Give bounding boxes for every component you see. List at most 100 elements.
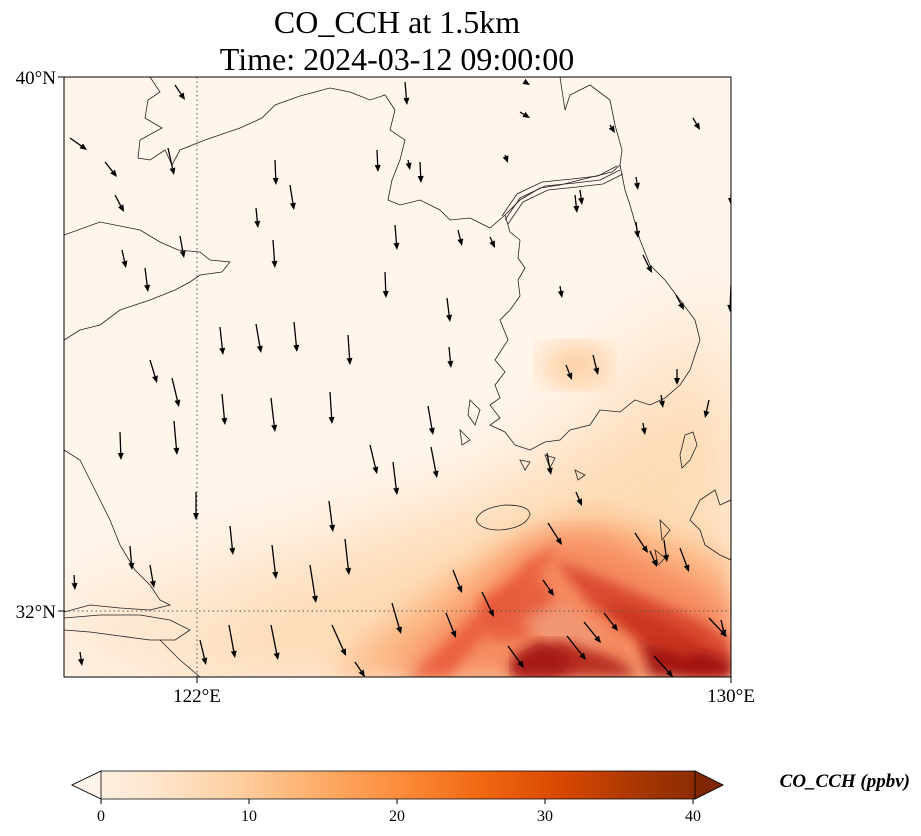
wind-arrow: [633, 176, 640, 190]
colorbar-tick-40: 40: [685, 808, 701, 825]
wind-arrow: [502, 154, 509, 163]
wind-arrow: [104, 161, 117, 177]
wind-arrow: [481, 591, 494, 617]
wind-arrow: [272, 159, 279, 185]
wind-arrow: [270, 624, 280, 660]
axis-ticks: [58, 76, 732, 683]
wind-arrow: [566, 635, 586, 660]
wind-arrow: [507, 645, 524, 668]
wind-arrow: [270, 397, 278, 432]
wind-arrow: [271, 544, 279, 579]
wind-arrow: [293, 321, 300, 352]
wind-arrow: [69, 137, 87, 150]
lon-label-122: 122°E: [173, 686, 221, 707]
wind-arrow: [603, 612, 618, 631]
colorbar-label: CO_CCH (ppbv): [780, 771, 910, 792]
wind-arrow: [391, 602, 402, 634]
colorbar-tick-10: 10: [241, 808, 257, 825]
border-nk: [504, 169, 621, 221]
colorbar: 0 10 20 30 40 CO_CCH (ppbv): [71, 770, 910, 825]
wind-arrow: [344, 538, 352, 575]
wind-arrow: [193, 492, 199, 520]
wind-arrow: [117, 431, 124, 460]
wind-arrow: [144, 267, 151, 292]
colorbar-min-extend: [71, 770, 102, 800]
wind-arrow: [634, 221, 641, 238]
wind-arrow: [542, 579, 554, 596]
wind-arrow: [167, 147, 176, 175]
wind-arrow: [309, 564, 318, 603]
coast-korea-islands: [459, 399, 586, 481]
wind-arrow: [114, 194, 124, 212]
wind-arrow: [374, 149, 381, 172]
wind-arrow: [78, 651, 84, 666]
wind-arrow: [221, 393, 228, 425]
map-frame: [63, 76, 732, 678]
wind-arrow: [128, 545, 135, 570]
gridlines: [64, 77, 731, 677]
wind-arrow: [547, 522, 562, 545]
lon-label-130: 130°E: [707, 686, 755, 707]
wind-arrow: [171, 377, 181, 407]
coastlines: [64, 77, 731, 677]
wind-arrow: [557, 285, 564, 298]
wind-arrow: [522, 78, 530, 85]
wind-arrow: [71, 574, 78, 590]
wind-arrow: [393, 224, 400, 250]
wind-arrow: [328, 391, 335, 424]
wind-arrow: [489, 236, 495, 248]
wind-arrow: [179, 235, 186, 258]
title-line-2: Time: 2024-03-12 09:00:00: [220, 41, 574, 77]
wind-arrow: [608, 124, 615, 133]
map-panel: [64, 77, 731, 677]
wind-arrow: [447, 346, 454, 368]
wind-arrow: [382, 271, 389, 298]
lat-label-32: 32°N: [16, 602, 57, 623]
coast-kyushu: [689, 489, 731, 561]
wind-arrow: [679, 547, 690, 572]
wind-arrow: [405, 159, 412, 170]
wind-arrow: [417, 161, 424, 183]
wind-arrow: [328, 500, 336, 532]
wind-arrow: [653, 655, 673, 677]
wind-vectors: [69, 78, 731, 677]
wind-arrow: [675, 294, 684, 310]
wind-arrow: [331, 624, 346, 656]
lat-label-40: 40°N: [16, 68, 57, 89]
coast-shandong: [64, 221, 231, 341]
coast-jeju: [475, 504, 531, 531]
wind-arrow: [149, 359, 158, 383]
wind-arrow: [658, 394, 665, 408]
wind-arrow: [583, 621, 601, 643]
wind-arrow: [427, 405, 435, 435]
coast-goto: [654, 518, 671, 566]
wind-arrow: [199, 639, 208, 665]
wind-arrow: [229, 525, 236, 555]
wind-arrow: [573, 194, 580, 213]
wind-arrow: [692, 117, 700, 130]
wind-arrow: [575, 491, 582, 506]
concentration-field: [64, 300, 731, 677]
wind-arrow: [663, 539, 670, 562]
wind-arrow: [592, 354, 600, 375]
wind-arrow: [578, 189, 585, 205]
wind-arrow: [174, 84, 185, 100]
wind-arrow: [403, 81, 410, 105]
wind-arrow: [634, 532, 648, 553]
wind-arrow: [519, 111, 530, 118]
colorbar-body: [71, 770, 724, 800]
wind-arrow: [173, 420, 180, 455]
coast-mainland-north: [137, 77, 623, 229]
wind-arrow: [289, 184, 296, 210]
wind-arrow: [255, 323, 263, 353]
wind-arrow: [457, 229, 464, 246]
wind-arrow: [452, 569, 463, 593]
wind-arrow: [392, 461, 400, 495]
coast-korea-west: [489, 164, 701, 451]
wind-arrow: [121, 249, 128, 268]
wind-arrow: [728, 195, 731, 205]
wind-arrow: [642, 254, 652, 273]
coast-china-east: [64, 449, 172, 613]
wind-arrow: [149, 564, 156, 588]
